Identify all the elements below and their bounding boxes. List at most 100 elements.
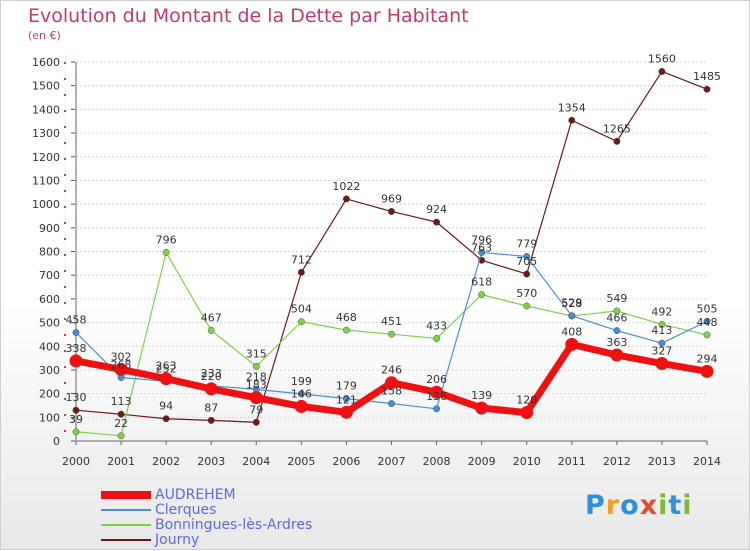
data-point [613,327,621,335]
data-point [72,428,80,436]
data-label: 779 [516,237,537,250]
data-point [159,372,173,386]
data-point [523,302,531,310]
data-point [343,195,350,203]
data-label: 763 [471,241,492,254]
data-label: 466 [606,312,627,325]
data-label: 796 [156,233,177,246]
data-point [162,415,170,423]
data-point [385,376,398,390]
data-point [297,268,305,276]
data-label: 120 [516,394,537,407]
x-tick-label: 2003 [197,455,225,468]
data-point [72,406,80,414]
legend-item-journy: Journy [101,531,312,548]
data-point [433,218,440,226]
y-tick-label: 0 [53,435,60,448]
legend-label-clerques: Clerques [155,501,217,518]
data-point [475,401,489,415]
data-point [162,249,170,256]
data-label: 130 [66,391,87,404]
y-tick-label: 400 [39,340,60,353]
data-label: 338 [66,342,87,355]
data-label: 549 [606,292,627,305]
x-tick-label: 2013 [648,455,676,468]
data-label: 448 [697,316,718,329]
data-label: 468 [336,311,357,324]
data-label: 570 [516,287,537,300]
y-tick-label: 900 [39,222,60,235]
data-point [69,354,83,368]
y-tick-label: 1200 [32,151,60,164]
data-point [478,291,486,299]
data-label: 39 [69,413,83,426]
data-point [343,326,350,334]
data-label: 79 [249,403,263,416]
data-label: 1022 [332,180,360,193]
data-point [658,321,666,328]
y-tick-label: 1500 [32,80,60,93]
data-label: 796 [471,233,492,246]
data-point [297,390,305,398]
legend: AUDREHEM Clerques Bonningues-lès-Ardres … [101,486,312,548]
data-label: 363 [606,336,627,349]
chart-title: Evolution du Montant de la Dette par Hab… [28,5,469,27]
data-label: 705 [516,255,537,268]
data-point [433,405,440,413]
data-label: 183 [246,379,267,392]
x-tick-label: 2001 [107,455,135,468]
y-tick-label: 1300 [32,127,60,140]
data-label: 712 [291,253,312,266]
data-label: 113 [111,395,132,408]
data-point [297,318,305,326]
data-point [610,348,624,362]
data-point [703,317,711,325]
data-label: 302 [111,350,132,363]
legend-label-audrehem: AUDREHEM [155,486,236,503]
x-tick-label: 2014 [693,455,721,468]
x-tick-label: 2009 [468,455,496,468]
data-label: 315 [246,347,267,360]
data-point [207,326,215,334]
data-point [613,307,621,315]
data-label: 618 [471,276,492,289]
data-label: 924 [426,203,447,216]
data-point [565,337,579,351]
data-label: 529 [561,297,582,310]
data-point [523,253,531,260]
data-label: 263 [156,360,177,373]
data-point [249,391,263,405]
data-label: 94 [159,400,173,413]
data-label: 246 [381,364,402,377]
y-tick-label: 600 [39,293,60,306]
data-point [207,416,215,424]
data-label: 252 [156,362,177,375]
legend-item-bonningues: Bonningues-lès-Ardres [101,517,312,533]
proxiti-logo: Proxiti [585,490,693,521]
data-point [613,137,621,145]
legend-label-journy: Journy [155,531,200,548]
data-point [252,362,260,370]
data-label: 220 [201,370,222,383]
x-tick-label: 2010 [513,455,541,468]
y-tick-label: 500 [39,317,60,330]
legend-swatch-audrehem [101,490,151,499]
legend-item-clerques: Clerques [101,501,312,518]
y-tick-label: 700 [39,269,60,282]
data-label: 408 [561,325,582,338]
y-tick-label: 200 [39,388,60,401]
y-tick-label: 300 [39,364,60,377]
data-point [478,249,486,256]
data-label: 22 [114,417,128,430]
legend-swatch-bonningues [101,523,151,526]
data-point [658,339,666,347]
data-label: 969 [381,192,402,205]
data-label: 199 [291,375,312,388]
data-point [294,399,308,413]
x-tick-label: 2012 [603,455,631,468]
y-tick-label: 100 [39,411,60,424]
data-label: 1265 [603,122,631,135]
data-point [204,382,218,396]
data-label: 504 [291,303,312,316]
